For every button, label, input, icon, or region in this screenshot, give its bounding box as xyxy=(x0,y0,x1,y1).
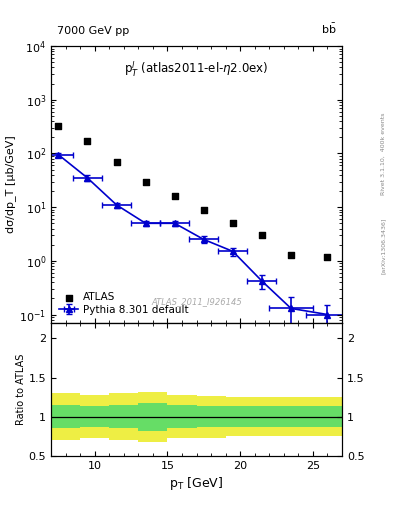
Text: Rivet 3.1.10,  400k events: Rivet 3.1.10, 400k events xyxy=(381,112,386,195)
ATLAS xyxy=(114,158,120,166)
Y-axis label: dσ/dp_T [μb/GeV]: dσ/dp_T [μb/GeV] xyxy=(6,136,17,233)
Text: 7000 GeV pp: 7000 GeV pp xyxy=(57,27,129,36)
ATLAS xyxy=(143,178,149,186)
ATLAS xyxy=(324,252,331,261)
Text: $\mathrm{p}_T^l$ (atlas2011-el-$\eta$2.0ex): $\mathrm{p}_T^l$ (atlas2011-el-$\eta$2.0… xyxy=(124,60,269,79)
X-axis label: p$_\mathrm{T}$ [GeV]: p$_\mathrm{T}$ [GeV] xyxy=(169,475,224,492)
Legend: ATLAS, Pythia 8.301 default: ATLAS, Pythia 8.301 default xyxy=(56,289,192,317)
Text: [arXiv:1306.3436]: [arXiv:1306.3436] xyxy=(381,218,386,274)
ATLAS xyxy=(230,219,236,227)
ATLAS xyxy=(55,122,62,131)
ATLAS xyxy=(288,250,294,259)
Text: b$\bar{\mathrm{b}}$: b$\bar{\mathrm{b}}$ xyxy=(321,22,336,36)
ATLAS xyxy=(259,231,265,239)
Text: ATLAS_2011_I926145: ATLAS_2011_I926145 xyxy=(151,297,242,306)
Y-axis label: Ratio to ATLAS: Ratio to ATLAS xyxy=(16,354,26,425)
ATLAS xyxy=(172,192,178,200)
ATLAS xyxy=(84,137,91,145)
ATLAS xyxy=(201,205,207,214)
